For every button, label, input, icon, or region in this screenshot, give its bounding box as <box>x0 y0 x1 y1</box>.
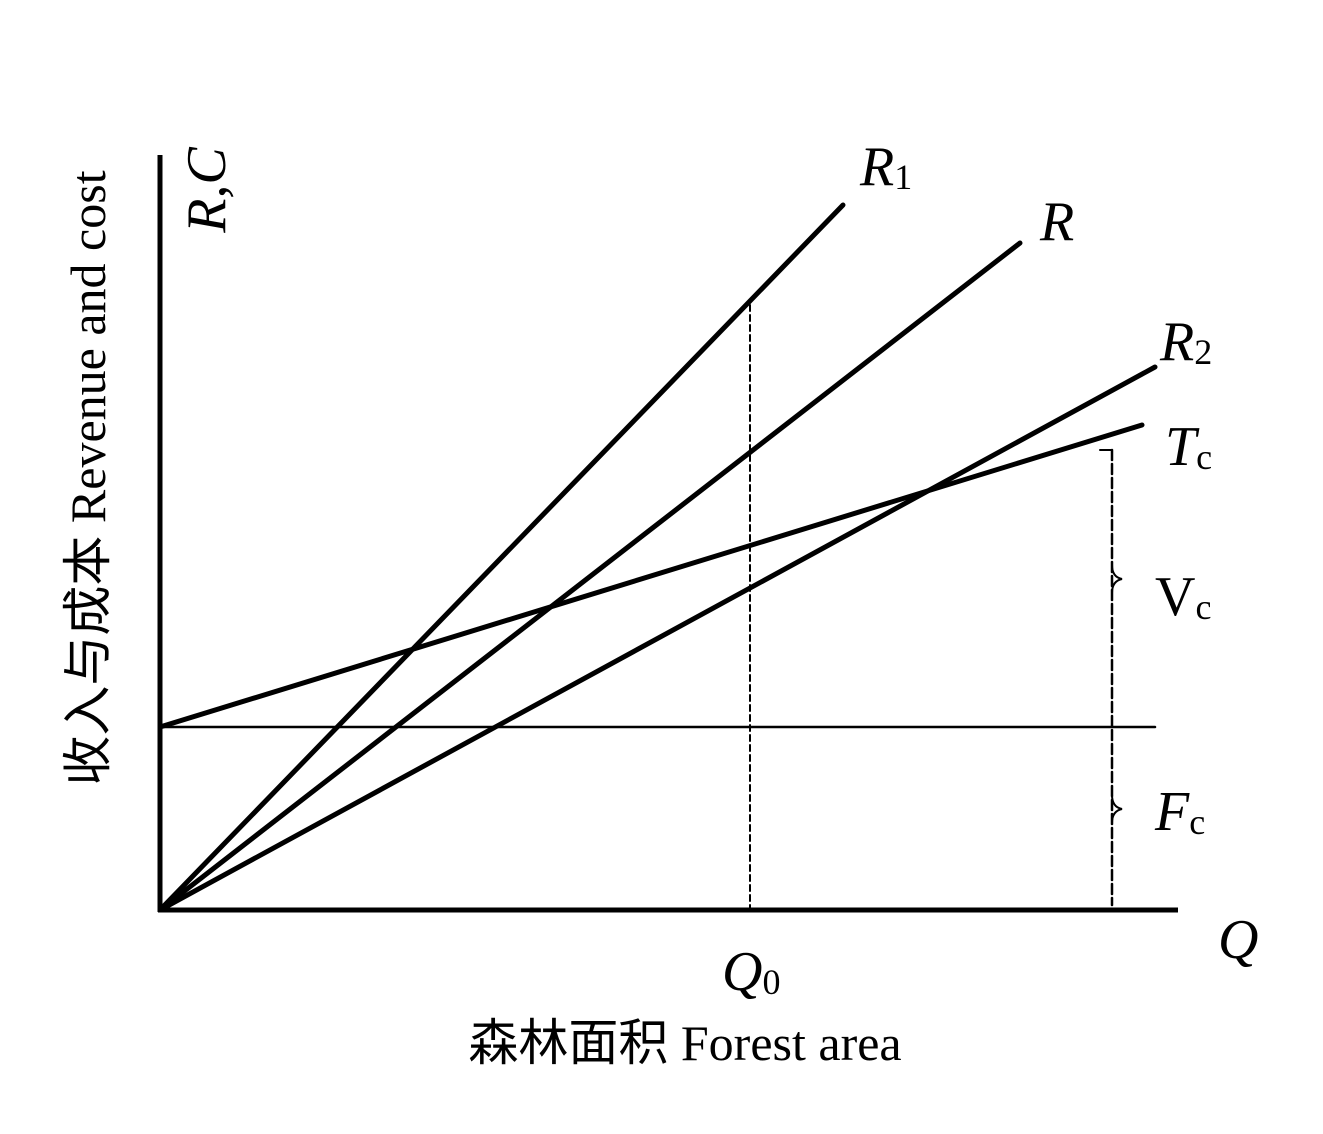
curves <box>157 202 1158 913</box>
label-r2: R2 <box>1159 311 1212 373</box>
label-tc: Tc <box>1165 416 1212 478</box>
label-fc: Fc <box>1154 781 1205 843</box>
label-main: F <box>1154 781 1190 843</box>
y-symbol: R,C <box>176 147 238 234</box>
label-main: T <box>1165 416 1200 478</box>
line-r <box>157 240 1023 913</box>
label-r1: R1 <box>859 136 912 198</box>
label-main: V <box>1155 566 1195 628</box>
line-r1 <box>157 202 846 913</box>
q0-main: Q <box>722 941 762 1003</box>
label-main: R <box>1159 311 1194 373</box>
label-sub: c <box>1189 802 1205 842</box>
x-symbol: Q <box>1218 909 1258 971</box>
brace-vc <box>1111 564 1123 594</box>
label-r: R <box>1039 191 1074 253</box>
label-sub: 1 <box>894 157 912 197</box>
label-sub: c <box>1195 587 1211 627</box>
label-main: R <box>859 136 894 198</box>
q0-label: Q0 <box>722 941 780 1003</box>
brace-fc <box>1111 794 1123 824</box>
label-vc: Vc <box>1155 566 1211 628</box>
y-title: 收入与成本 Revenue and cost <box>60 170 116 785</box>
label-sub: 2 <box>1194 332 1212 372</box>
line-tc <box>157 422 1145 730</box>
x-title: 森林面积 Forest area <box>468 1015 901 1071</box>
axes <box>157 155 1178 913</box>
q0-sub: 0 <box>762 962 780 1002</box>
line-r2 <box>157 364 1158 913</box>
label-sub: c <box>1196 437 1212 477</box>
